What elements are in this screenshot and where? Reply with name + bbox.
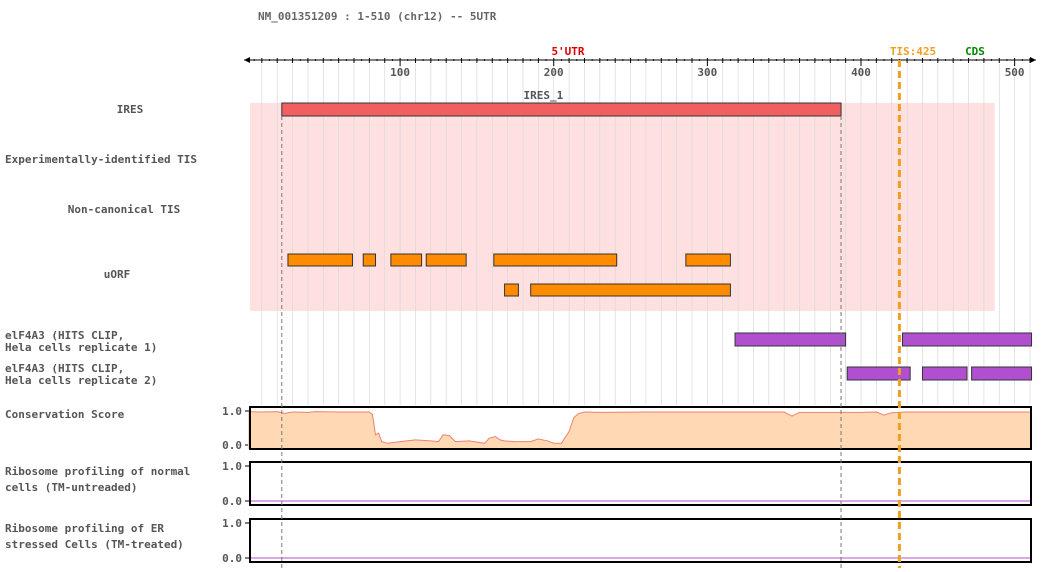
grid-lines: [261, 64, 1031, 405]
tis-label: TIS:425: [890, 45, 936, 58]
track-label-ribo-normal: Ribosome profiling of normal cells (TM-un…: [5, 465, 190, 494]
feature-layer: [281, 102, 1033, 381]
ires-highlight-band: [250, 103, 995, 311]
ribo-normal-frame: [249, 461, 1032, 506]
ires-band-layer: [250, 103, 995, 311]
uorf-bar: [362, 253, 377, 267]
ires-feature-bar: [281, 102, 842, 117]
eif4a3-rep2-peak: [921, 366, 968, 381]
axis-arrow-right: [1030, 57, 1036, 63]
y-axis-max-label: 1.0: [222, 460, 242, 473]
axis-arrow-left: [244, 57, 250, 63]
track-label-uorf: uORF: [104, 268, 131, 281]
track-label-noncanonical-tis: Non-canonical TIS: [68, 203, 181, 216]
eif4a3-rep2-peak: [971, 366, 1033, 381]
track-label-conservation: Conservation Score: [5, 408, 125, 421]
eif4a3-rep2-peak: [846, 366, 911, 381]
axis-tick-label: 300: [697, 66, 717, 79]
y-axis-max-label: 1.0: [222, 517, 242, 530]
conservation-frame: [249, 406, 1032, 450]
conservation-area: [248, 411, 1030, 449]
page-title: NM_001351209 : 1-510 (chr12) -- 5UTR: [258, 10, 497, 23]
track-label-ribo-er: Ribosome profiling of ER stressed Cells (…: [5, 522, 184, 551]
y-axis-min-label: 0.0: [222, 495, 242, 508]
position-axis: 100 200 300 400 500: [244, 57, 1036, 79]
track-label-ires: IRES: [117, 103, 144, 116]
track-label-eif4a3-rep2: elF4A3 (HITS CLIP, Hela cells replicate 2…: [5, 362, 157, 387]
ribo-er-frame: [249, 518, 1032, 563]
axis-tick-label: 200: [544, 66, 564, 79]
axis-tick-label: 100: [390, 66, 410, 79]
axis-tick-label: 500: [1005, 66, 1025, 79]
uorf-bar: [530, 283, 731, 297]
track-label-experimental-tis: Experimentally-identified TIS: [5, 153, 197, 166]
eif4a3-rep1-peak: [901, 332, 1033, 347]
axis-tick-label: 400: [851, 66, 871, 79]
track-label-eif4a3-rep1: elF4A3 (HITS CLIP, Hela cells replicate 1…: [5, 329, 157, 354]
cds-region-label: CDS: [965, 45, 985, 58]
ires-feature-name: IRES_1: [524, 89, 564, 102]
uorf-bar: [493, 253, 618, 267]
uorf-bar: [504, 283, 519, 297]
uorf-bar: [685, 253, 731, 267]
conservation-line: [247, 411, 1030, 444]
y-axis-min-label: 0.0: [222, 552, 242, 565]
y-axis-min-label: 0.0: [222, 439, 242, 452]
conservation-panel: 1.0 0.0: [222, 405, 1032, 452]
ribo-normal-panel: 1.0 0.0: [222, 460, 1032, 508]
utr-region-label: 5'UTR: [551, 45, 584, 58]
eif4a3-rep1-peak: [734, 332, 847, 347]
uorf-bar: [287, 253, 353, 267]
y-axis-max-label: 1.0: [222, 405, 242, 418]
overlay-lines: [281, 60, 901, 568]
uorf-bar: [390, 253, 423, 267]
ribo-er-panel: 1.0 0.0: [222, 517, 1032, 565]
uorf-bar: [425, 253, 467, 267]
